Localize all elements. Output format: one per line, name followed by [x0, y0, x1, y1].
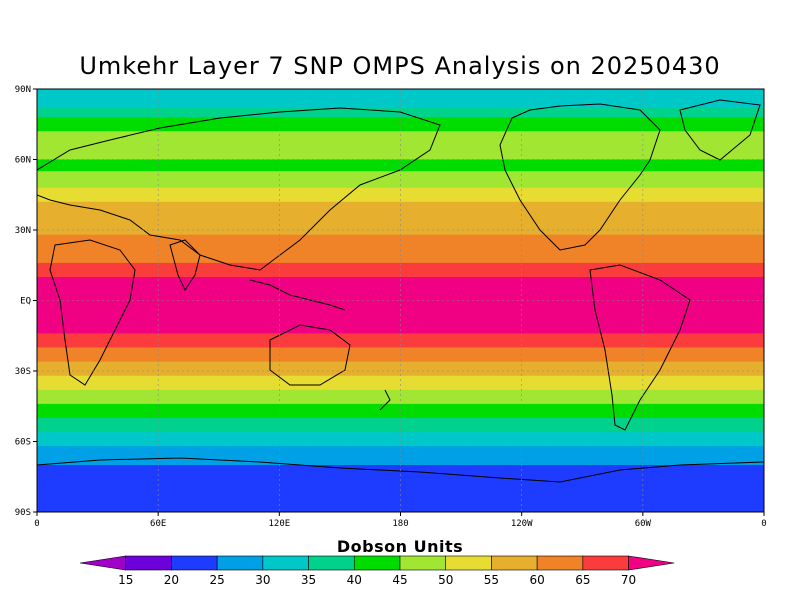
- colorbar-label: 25: [210, 573, 225, 587]
- lat-label: 90N: [15, 85, 31, 95]
- colorbar-label: 60: [530, 573, 545, 587]
- colorbar-high-arrow: [628, 555, 675, 571]
- lon-label: 120E: [268, 519, 290, 529]
- ozone-band: [37, 107, 764, 118]
- lat-label: 60S: [15, 438, 31, 448]
- colorbar-label: 45: [392, 573, 407, 587]
- colorbar-swatch: [171, 555, 218, 571]
- colorbar-low-arrow: [79, 555, 127, 571]
- colorbar-label: 20: [164, 573, 179, 587]
- colorbar-label: 15: [118, 573, 133, 587]
- lon-label: 60E: [150, 519, 166, 529]
- colorbar-label: 30: [255, 573, 270, 587]
- colorbar-label: 50: [438, 573, 453, 587]
- ozone-band: [37, 361, 764, 377]
- lon-label: 120W: [511, 519, 533, 529]
- ozone-band: [37, 389, 764, 405]
- ozone-band: [37, 145, 764, 160]
- ozone-band: [37, 375, 764, 391]
- colorbar-label: 35: [301, 573, 316, 587]
- ozone-band: [37, 234, 764, 250]
- colorbar-swatch: [216, 555, 264, 571]
- colorbar-swatch: [308, 555, 355, 571]
- ozone-band: [37, 131, 764, 146]
- lat-label: EQ: [20, 297, 31, 307]
- lat-label: 30N: [15, 226, 31, 236]
- map-title: Umkehr Layer 7 SNP OMPS Analysis on 2025…: [79, 52, 721, 80]
- latitude-labels: 90N 60N 30N EQ 30S 60S 90S: [15, 85, 37, 518]
- lat-label: 30S: [15, 367, 31, 377]
- colorbar-label: 40: [347, 573, 362, 587]
- colorbar-swatch: [582, 555, 629, 571]
- colorbar-swatch: [353, 555, 401, 571]
- colorbar-swatch: [491, 555, 538, 571]
- colorbar: 15 20 25 30 35 40 45 50 55 60 65 70: [79, 555, 675, 587]
- colorbar-label: 65: [575, 573, 590, 587]
- coastlines: [37, 99, 764, 483]
- colorbar-swatch: [125, 555, 172, 571]
- lat-label: 90S: [15, 508, 31, 518]
- colorbar-swatch: [262, 555, 309, 571]
- colorbar-label: 55: [484, 573, 499, 587]
- lon-label: 0: [761, 519, 766, 529]
- ozone-band: [37, 248, 764, 264]
- colorbar-swatch: [536, 555, 584, 571]
- colorbar-swatch: [445, 555, 492, 571]
- ozone-band: [37, 403, 764, 419]
- colorbar-label: 70: [621, 573, 636, 587]
- longitude-labels: 0 60E 120E 180 120W 60W 0: [34, 512, 767, 529]
- colorbar-title: Dobson Units: [336, 537, 464, 556]
- ozone-band: [37, 319, 764, 334]
- lon-label: 180: [392, 519, 408, 529]
- graticule: [37, 89, 764, 512]
- lat-label: 60N: [15, 156, 31, 166]
- lon-label: 60W: [635, 519, 652, 529]
- lon-label: 0: [34, 519, 39, 529]
- ozone-band: [37, 218, 764, 236]
- colorbar-swatch: [399, 555, 447, 571]
